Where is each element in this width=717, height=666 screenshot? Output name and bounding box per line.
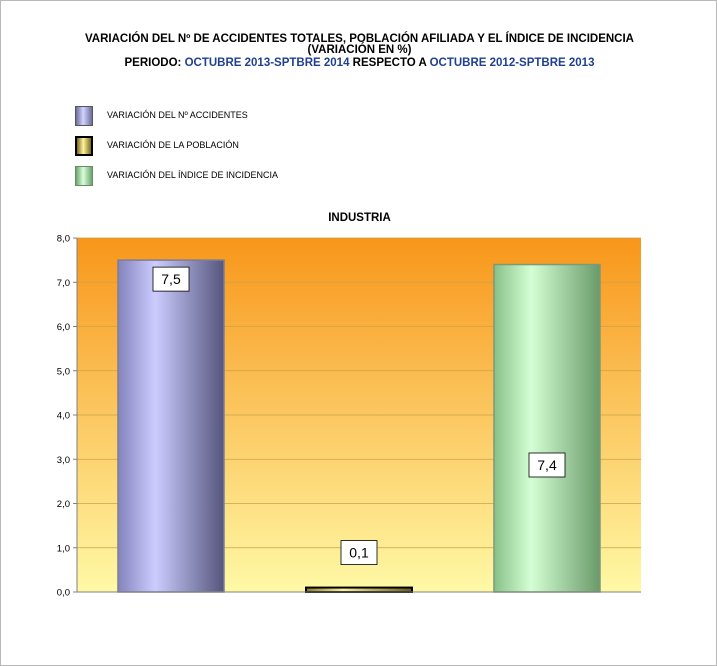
y-tick-label: 4,0	[57, 411, 70, 422]
y-tick-label: 6,0	[57, 322, 70, 333]
data-label-box-accidentes	[152, 266, 190, 292]
data-label-box-incidencia	[528, 452, 566, 478]
y-tick-label: 5,0	[57, 366, 70, 377]
bar-accidentes	[117, 259, 225, 593]
chart-title: INDUSTRIA	[328, 212, 391, 224]
bar-poblacion	[305, 586, 413, 594]
data-label-poblacion: 0,1	[349, 545, 369, 561]
y-tick-label: 8,0	[57, 234, 70, 245]
legend-swatch-accidentes	[75, 106, 93, 126]
data-label-incidencia: 7,4	[537, 457, 557, 473]
chart-main-title-line1: VARIACIÓN DEL Nº DE ACCIDENTES TOTALES, …	[84, 33, 634, 45]
data-label-accidentes: 7,5	[161, 271, 181, 287]
y-tick-label: 7,0	[57, 278, 70, 289]
period-connector: RESPECTO A	[349, 57, 430, 69]
legend-swatch-poblacion	[75, 136, 93, 156]
y-tick-label: 1,0	[57, 543, 70, 554]
data-label-box-poblacion	[340, 540, 378, 565]
legend-label-accidentes: VARIACIÓN DEL Nº ACCIDENTES	[107, 110, 248, 120]
chart-main-title-line3: PERIODO: OCTUBRE 2013-SPTBRE 2014 RESPEC…	[1, 57, 716, 69]
legend-label-incidencia: VARIACIÓN DEL ÍNDICE DE INCIDENCIA	[107, 170, 279, 180]
y-tick-label: 2,0	[57, 499, 70, 510]
period-current: OCTUBRE 2013-SPTBRE 2014	[184, 57, 350, 69]
chart-main-title-line2: (VARIACIÓN EN %)	[307, 44, 412, 56]
bar-incidencia	[493, 263, 601, 593]
legend-swatch-incidencia	[75, 166, 93, 186]
y-tick-label: 3,0	[57, 455, 70, 466]
legend-label-poblacion: VARIACIÓN DE LA POBLACIÓN	[107, 140, 239, 150]
period-reference: OCTUBRE 2012-SPTBRE 2013	[429, 57, 595, 69]
y-tick-label: 0,0	[57, 588, 70, 599]
period-label: PERIODO:	[124, 57, 185, 69]
